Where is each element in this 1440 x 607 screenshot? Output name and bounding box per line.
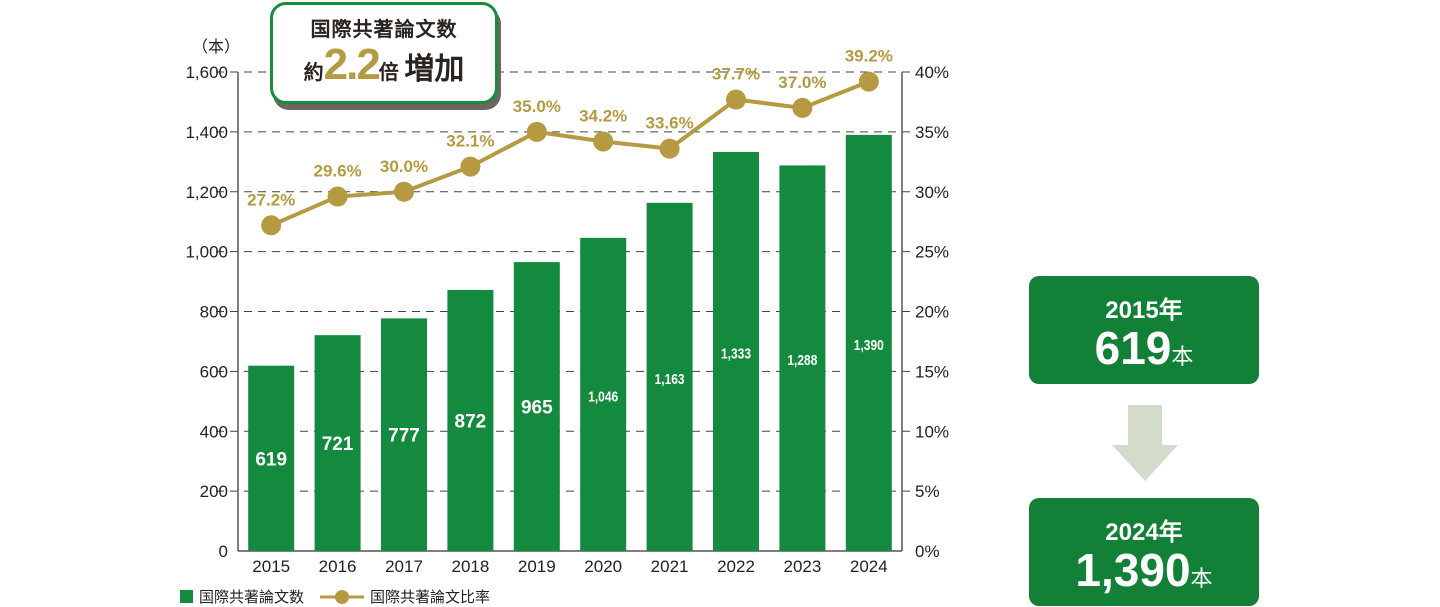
bar [447,289,494,551]
bar-value-label: 1,288 [787,352,817,369]
legend-bar-label: 国際共著論文数 [199,588,305,606]
summary-2024-value: 1,390 [1075,544,1191,596]
summary-2024-year: 2024年 [1105,519,1183,546]
right-tick-label: 15% [915,362,949,381]
callout-title: 国際共著論文数 [310,17,458,41]
bar [845,134,892,551]
ratio-label: 39.2% [845,47,893,66]
x-tick-label: 2023 [783,557,821,576]
summary-2015-box: 2015年 619本 [1029,276,1259,384]
ratio-label: 37.0% [778,73,826,92]
growth-callout: 国際共著論文数 約2.2倍 増加 [270,2,498,104]
left-tick-label: 800 [200,303,228,322]
bar [314,335,361,551]
ratio-label: 37.7% [712,65,760,84]
bar-value-label: 1,046 [588,388,618,405]
legend-line-swatch [320,589,365,604]
callout-prefix: 約 [303,60,324,84]
ratio-label: 29.6% [313,162,361,181]
x-tick-label: 2015 [252,557,290,576]
left-tick-label: 400 [200,422,228,441]
left-tick-label: 1,600 [185,63,228,82]
x-tick-label: 2019 [518,557,556,576]
ratio-label: 33.6% [645,114,693,133]
bar [779,165,826,551]
bar-value-label: 619 [255,449,287,470]
x-tick-label: 2020 [584,557,622,576]
combo-chart: 0 200 400 600 800 1,000 1,200 1,400 1,600 0% 5% 10%… [185,37,949,576]
ratio-label: 35.0% [513,97,561,116]
summary-2024-unit: 本 [1190,566,1213,591]
callout-value: 2.2 [323,40,381,89]
ratio-line [270,79,870,228]
ratio-label: 34.2% [579,106,627,125]
left-axis-unit: （本） [192,37,240,56]
bar-value-label: 1,390 [854,337,884,354]
ratio-point [526,121,547,142]
left-tick-label: 1,200 [185,183,228,202]
ratio-point [327,186,348,207]
summary-2015-value: 619 [1094,322,1172,374]
ratio-point [261,215,282,236]
bar [713,151,759,552]
ratio-point [726,89,746,110]
down-arrow-icon [1112,405,1178,481]
x-tick-label: 2018 [451,557,489,576]
bar-value-label: 872 [455,411,487,432]
bar [381,318,427,551]
bar-value-label: 965 [521,398,553,419]
ratio-point [593,131,614,152]
x-tick-label: 2024 [850,557,888,576]
x-tick-label: 2022 [717,557,755,576]
right-tick-label: 0% [915,542,940,561]
x-tick-label: 2017 [385,557,423,576]
left-tick-label: 1,000 [185,243,228,262]
left-tick-label: 600 [200,362,228,381]
summary-2015-unit: 本 [1171,344,1194,369]
ratio-point [858,71,879,92]
x-tick-label: 2016 [319,557,357,576]
right-tick-label: 20% [915,303,949,322]
bar-value-label: 777 [388,426,420,447]
right-tick-label: 5% [915,482,940,501]
ratio-label: 30.0% [380,157,428,176]
ratio-point [394,181,414,202]
ratio-label: 32.1% [446,132,494,151]
right-tick-label: 25% [915,243,949,262]
bar-value-label: 1,163 [655,371,685,388]
bar-value-label: 1,333 [721,345,751,362]
ratio-label: 27.2% [247,190,295,209]
left-tick-label: 1,400 [185,123,228,142]
summary-2024-box: 2024年 1,390本 [1029,498,1259,606]
bar-value-label: 721 [322,434,354,455]
right-tick-label: 30% [915,183,949,202]
legend-bar-swatch [180,590,193,603]
bar [513,262,560,551]
legend: 国際共著論文数 国際共著論文比率 [180,586,490,607]
bar [248,365,295,551]
right-tick-label: 40% [915,63,949,82]
ratio-point [792,97,813,118]
callout-suffix: 倍 [378,60,399,84]
callout-suffix2: 増加 [404,52,465,87]
left-tick-label: 200 [200,482,228,501]
right-tick-label: 10% [915,422,949,441]
right-tick-label: 35% [915,123,949,142]
legend-line-label: 国際共著論文比率 [370,588,491,606]
bar [646,202,693,551]
summary-2015-year: 2015年 [1105,297,1183,324]
ratio-point [460,156,481,177]
ratio-point [659,138,680,159]
bar [580,237,627,551]
x-tick-label: 2021 [651,557,689,576]
left-tick-label: 0 [219,542,228,561]
